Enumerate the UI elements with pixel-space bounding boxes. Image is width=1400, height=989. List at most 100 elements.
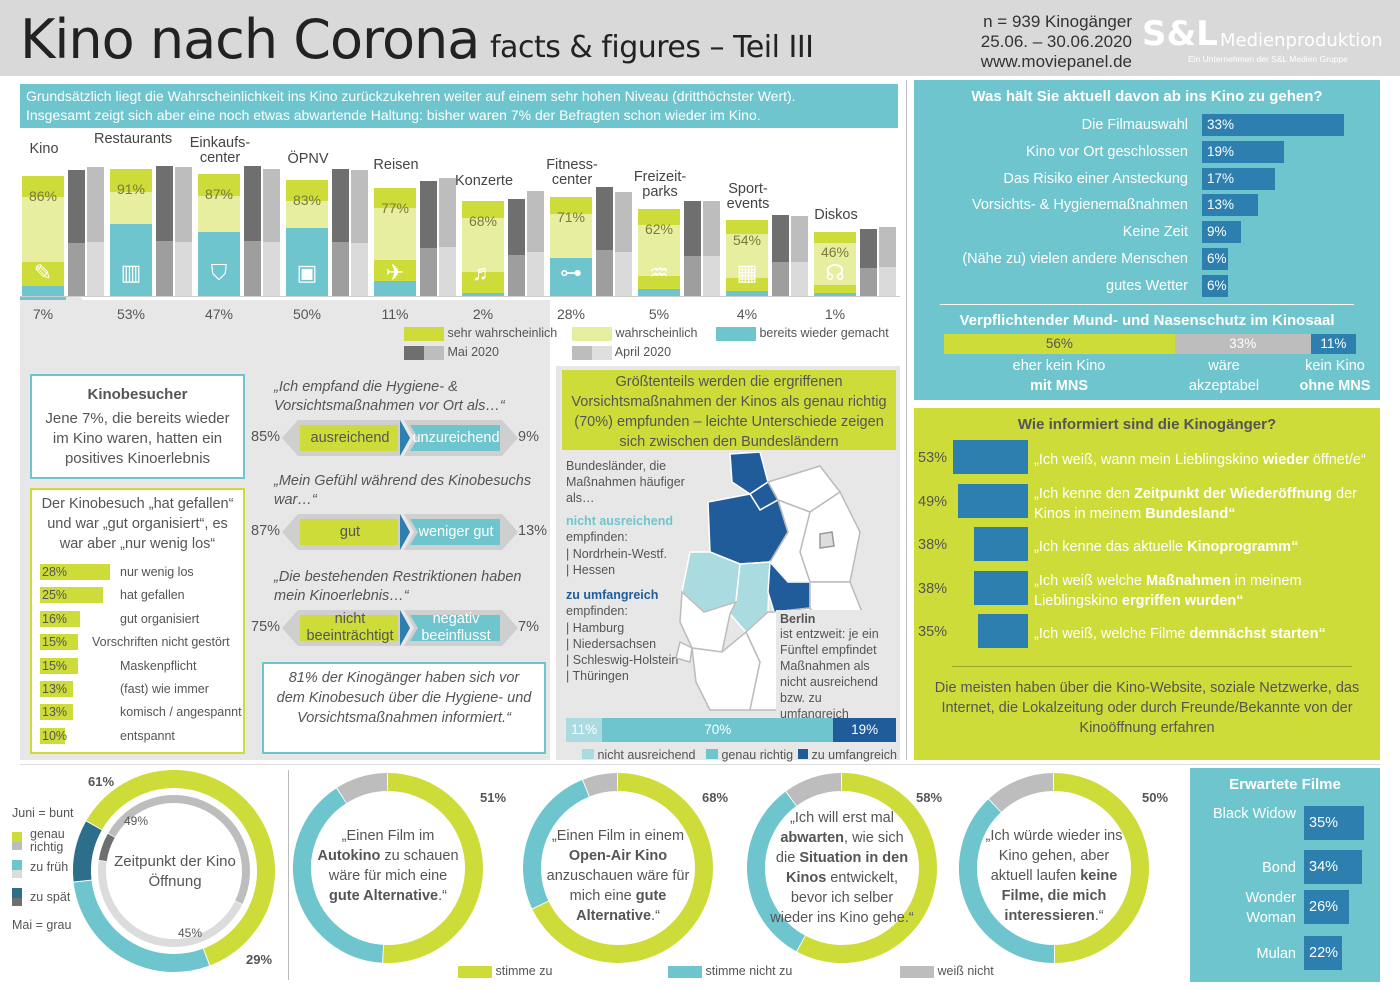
option-positive: gut [339, 523, 361, 540]
gefallen-bar: 15% [40, 657, 78, 674]
statement-part: „Ich will erst mal [790, 810, 894, 826]
question-hygiene: „Ich empfand die Hygiene- & Vorsichtsmaß… [274, 379, 505, 414]
gefallen-bar: 28% [40, 564, 110, 580]
films-panel: Erwartete Filme Black Widow 35% Bond 34% Won… [1190, 768, 1380, 982]
rollercoaster-icon: ♒ [649, 260, 669, 285]
informed-pct: 38% [918, 580, 948, 597]
bar-bereits-gemacht [814, 293, 856, 296]
donut-segment [73, 821, 102, 882]
reason-label: Das Risiko einer Ansteckung [1003, 170, 1188, 187]
statement-donut [293, 773, 483, 963]
mns-caption-line: wäre [1208, 358, 1240, 374]
reason-label: Keine Zeit [1122, 224, 1188, 241]
donut-segment [383, 773, 483, 963]
bar-april-2020-lower [351, 243, 368, 296]
pct-right: 9% [518, 429, 539, 445]
vertical-divider [288, 770, 289, 980]
laender-segment: 11% [566, 718, 603, 742]
legend-swatch [900, 965, 934, 978]
legend-label: nicht ausreichend [597, 748, 696, 762]
donut-segment [337, 773, 388, 804]
value-label-bottom: 11% [381, 306, 409, 322]
arrow-scale [282, 514, 518, 550]
reason-label: Die Filmauswahl [1081, 117, 1188, 133]
donut-statement: „Einen Film in einem Open-Air Kino anzus… [546, 826, 690, 926]
reason-label: gutes Wetter [1106, 277, 1188, 294]
website-link[interactable]: www.moviepanel.de [980, 52, 1132, 71]
bar-april-2020-lower [87, 241, 104, 296]
dumbbell-icon: ⊶ [560, 260, 582, 285]
donut-pct: 50% [1142, 790, 1169, 805]
table-chairs-icon: ▥ [120, 260, 142, 285]
bar-sehr-wahrscheinlich [462, 200, 504, 218]
value-label-bottom: 2% [472, 306, 494, 322]
region-rheinland-pfalz [679, 590, 738, 653]
bar-bereits-gemacht [22, 286, 64, 296]
germany-map [675, 452, 864, 711]
shopping-bag-icon: ⛉ [210, 260, 228, 285]
value-label-top: 46% [820, 243, 850, 260]
legend-swatch-zu-spaet-mai [12, 898, 22, 906]
option-positive: nicht beeinträchtigt [306, 611, 394, 644]
statement-part: wieder [1262, 452, 1309, 468]
mns-segment: 11% [1310, 334, 1356, 354]
donut-label-61: 61% [88, 774, 115, 789]
donut-segment [786, 773, 842, 806]
funnel-shape [20, 296, 125, 368]
kino-bar-underline [20, 296, 66, 300]
donut-segment [86, 770, 275, 966]
statement-part: Autokino [317, 848, 381, 864]
gefallen-bar: 13% [40, 704, 73, 721]
gefallen-bar: 13% [40, 681, 73, 697]
gefallen-bar: 15% [40, 634, 78, 651]
legend-swatch [404, 345, 444, 360]
bar-sehr-wahrscheinlich [726, 220, 768, 234]
donut-segment [108, 795, 250, 905]
return-likelihood-chart: Kino 86% 7% ✎ Restaurants 91% 53% ▥ Einkaufs-cen… [20, 130, 900, 330]
donut-segment [583, 773, 618, 797]
category-label: Kino [29, 141, 59, 157]
zu-item-label: Hamburg [572, 621, 625, 635]
statement-part: abwarten [780, 830, 845, 846]
reason-bar: 9% [1202, 221, 1241, 244]
category-label: Konzerte [454, 173, 514, 189]
chart-baseline [20, 296, 900, 297]
category-label: ÖPNV [287, 151, 329, 167]
bar-mai-2020-lower [508, 255, 525, 296]
informed-pct: 35% [918, 624, 948, 640]
informed-statement: „Ich kenne das aktuelle Kinoprogramm“ [1034, 527, 1374, 567]
mns-caption-line: ohne MNS [1299, 378, 1371, 394]
gefallen-label: gut organisiert [120, 611, 200, 626]
na-item: | Hessen [566, 563, 616, 577]
category-label: Restaurants [94, 131, 173, 147]
tram-icon: ▣ [296, 260, 318, 285]
bar-sehr-wahrscheinlich [814, 231, 856, 244]
legend-swatch-zu-frueh [12, 860, 22, 870]
film-bar: 34% [1304, 850, 1363, 884]
statement-part: „Ich weiß, wann mein Lieblingskino [1034, 452, 1263, 468]
value-label-top: 62% [644, 221, 674, 238]
films-title: Erwartete Filme [1229, 776, 1341, 793]
donut-statement: „Ich will erst mal abwarten, wie sich di… [770, 808, 914, 928]
bar-april-2020-lower [791, 262, 808, 296]
informed-pct: 53% [918, 450, 948, 466]
category-label: Fitness-center [546, 157, 598, 188]
informed-bar [952, 440, 1028, 474]
statement-part: „Einen Film im [341, 828, 435, 844]
arrow-scale [282, 420, 518, 456]
statement-part: Bundesland“ [1145, 505, 1236, 522]
statement-part: gute Alternative [329, 888, 439, 904]
statement-part: Open-Air Kino [568, 848, 668, 864]
laender-headline-box: Größtenteils werden die ergriffenen Vors… [562, 370, 896, 450]
na-title: nicht ausreichend [566, 514, 673, 528]
mns-caption-3: kein Kino ohne MNS [1290, 356, 1380, 396]
zu-list: | Hamburg | Niedersachsen | Schleswig-Ho… [566, 620, 678, 684]
reason-bar: 33% [1202, 114, 1344, 136]
value-label-top: 87% [204, 186, 234, 203]
gefallen-label: Maskenpflicht [120, 658, 197, 673]
legend-label: zu umfangreich [811, 748, 897, 762]
statement-text: „Ich kenne den Zeitpunkt der Wiederöffnu… [1034, 484, 1374, 524]
kinobesucher-text: Jene 7%, die bereits wieder im Kino ware… [45, 410, 230, 467]
zu-item-label: Thüringen [572, 669, 629, 683]
film-label: Bond [1262, 860, 1296, 876]
